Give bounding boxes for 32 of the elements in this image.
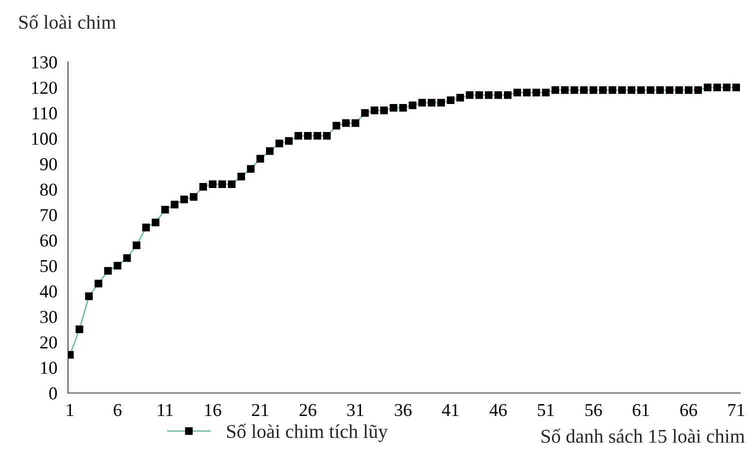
y-tick-label: 80 <box>40 184 57 196</box>
y-tick-label: 40 <box>40 285 57 298</box>
y-tick-label: 70 <box>40 209 57 222</box>
y-tick-label: 50 <box>40 260 57 272</box>
y-tick-label: 10 <box>41 362 57 374</box>
x-tick-label: 36 <box>394 404 412 416</box>
x-axis-title: Số danh sách 15 loài chim <box>542 428 745 443</box>
y-tick-label: 110 <box>32 107 57 120</box>
x-tick-label: 11 <box>158 404 173 416</box>
y-tick-label: 60 <box>40 234 57 247</box>
x-tick-label: 26 <box>300 404 316 416</box>
x-tick-label: 46 <box>490 404 507 416</box>
y-tick-label: 0 <box>49 387 57 400</box>
x-tick-label: 41 <box>442 404 459 416</box>
legend-label: Số loài chim tích lũy <box>227 424 388 442</box>
y-tick-label: 100 <box>32 132 57 145</box>
x-tick-label: 1 <box>66 404 74 416</box>
x-tick-label: 61 <box>632 404 649 416</box>
x-tick-label: 21 <box>252 404 268 416</box>
x-tick-label: 71 <box>728 404 744 416</box>
x-tick-label: 16 <box>205 404 222 416</box>
y-tick-label: 130 <box>32 56 57 68</box>
x-tick-label: 31 <box>347 404 364 416</box>
x-tick-label: 66 <box>680 404 698 416</box>
y-axis-title: Số loài chim <box>19 14 116 29</box>
y-tick-label: 90 <box>40 158 57 170</box>
y-tick-label: 30 <box>40 310 57 324</box>
y-tick-label: 120 <box>32 82 57 94</box>
y-tick-label: 20 <box>40 336 57 349</box>
x-tick-label: 56 <box>585 404 602 416</box>
x-tick-label: 6 <box>114 404 122 416</box>
x-tick-label: 51 <box>538 404 554 416</box>
